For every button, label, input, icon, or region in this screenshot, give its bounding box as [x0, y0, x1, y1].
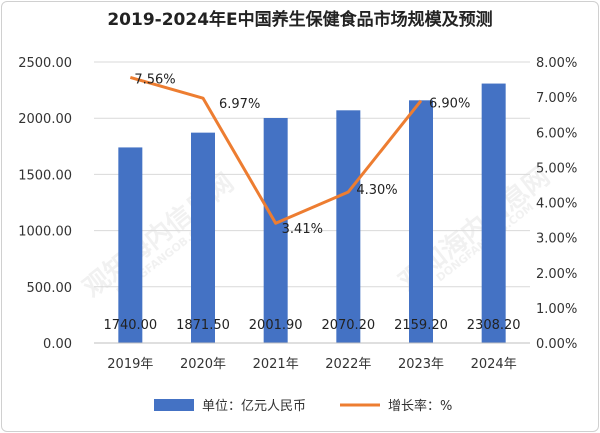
bar-value-label: 1871.50: [176, 318, 230, 333]
rate-label: 7.56%: [134, 72, 175, 87]
y-right-tick-label: 4.00%: [536, 197, 577, 212]
bar: [118, 147, 143, 343]
bar: [263, 117, 288, 343]
rate-label: 6.97%: [219, 97, 260, 112]
y-left-tick-label: 2000.00: [18, 112, 72, 127]
chart-title: 2019-2024年E中国养生保健食品市场规模及预测: [107, 9, 492, 30]
axes: 0.00 500.00 1000.00 1500.00 2000.00 2500.00 0.…: [18, 56, 577, 372]
bar: [336, 110, 361, 344]
y-right-tick-label: 6.00%: [536, 126, 577, 141]
bar: [481, 83, 506, 343]
legend-bar-label: 单位：亿元人民币: [202, 399, 306, 414]
y-right-tick-label: 5.00%: [536, 161, 577, 176]
watermark-text-cn: 观知海内信息网: [77, 167, 240, 303]
x-tick-label: 2020年: [180, 357, 226, 372]
y-right-tick-label: 1.00%: [536, 302, 577, 317]
bar-value-label: 2159.20: [394, 318, 448, 333]
bar: [191, 132, 215, 343]
x-tick-label: 2022年: [325, 357, 371, 372]
x-tick-label: 2021年: [253, 357, 299, 372]
legend: 单位：亿元人民币 增长率：%: [154, 398, 452, 414]
x-tick-label: 2023年: [398, 357, 444, 372]
legend-bar-swatch: [154, 399, 194, 411]
legend-line-label: 增长率：%: [388, 398, 452, 414]
y-left-tick-label: 2500.00: [18, 56, 72, 71]
bar: [409, 100, 433, 343]
data-labels: 1740.00 1871.50 2001.90 2070.20 2159.20 2308.…: [103, 72, 520, 333]
y-left-tick-label: 1500.00: [18, 168, 72, 183]
y-left-tick-label: 0.00: [43, 337, 72, 352]
x-tick-label: 2024年: [471, 357, 517, 372]
x-tick-label: 2019年: [107, 357, 153, 372]
bar-value-label: 2308.20: [467, 318, 521, 333]
bar-series: [118, 83, 506, 344]
y-right-tick-label: 3.00%: [536, 232, 577, 247]
bar-value-label: 1740.00: [103, 318, 157, 333]
rate-label: 3.41%: [282, 222, 323, 237]
line-series: [129, 76, 423, 225]
y-right-tick-label: 0.00%: [536, 337, 577, 352]
y-right-tick-label: 7.00%: [536, 91, 577, 106]
y-right-tick-label: 2.00%: [536, 267, 577, 282]
bar-value-label: 2001.90: [249, 318, 303, 333]
rate-label: 6.90%: [429, 97, 470, 112]
y-right-tick-label: 8.00%: [536, 56, 577, 71]
bar-value-label: 2070.20: [321, 318, 375, 333]
rate-label: 4.30%: [356, 183, 397, 198]
y-left-tick-label: 500.00: [27, 281, 73, 296]
y-left-tick-label: 1000.00: [18, 225, 72, 240]
